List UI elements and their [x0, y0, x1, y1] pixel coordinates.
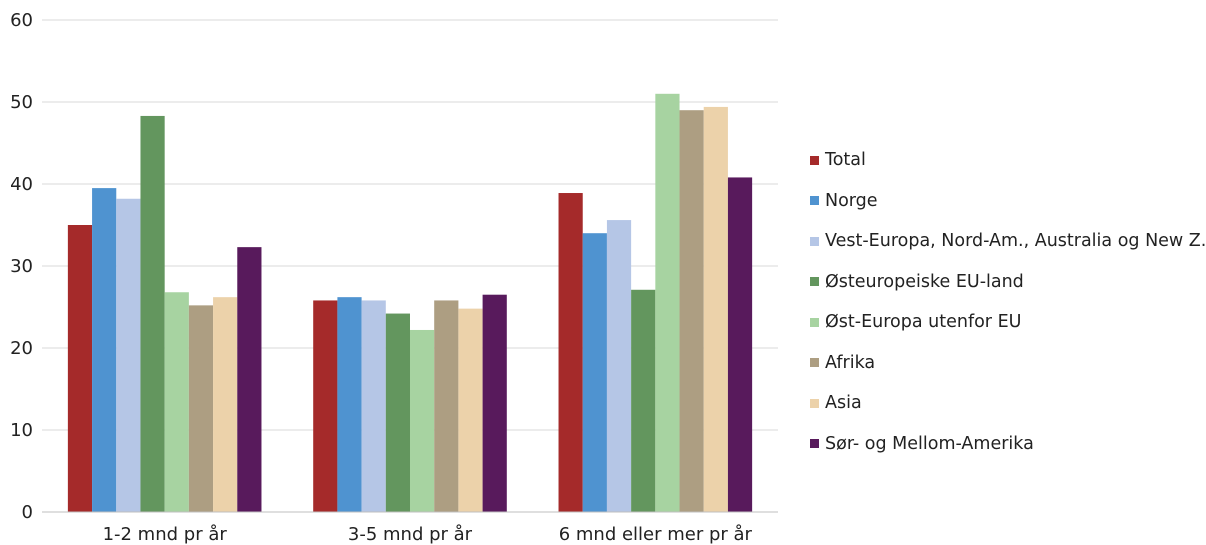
y-tick-label-20: 20 — [10, 338, 33, 359]
y-axis-tick-labels: 0 10 20 30 40 50 60 — [10, 10, 33, 523]
bar-6-1 — [188, 305, 214, 512]
y-tick-label-50: 50 — [10, 92, 33, 113]
legend-item-4: Østeuropeiske EU-land — [810, 262, 1206, 303]
bar-7-3 — [703, 106, 728, 513]
legend-item-3: Vest-Europa, Nord-Am., Australia og New … — [810, 221, 1206, 262]
legend-label-3: Vest-Europa, Nord-Am., Australia og New … — [825, 231, 1206, 252]
legend-item-1: Total — [810, 140, 1206, 181]
bar-5-1 — [164, 292, 189, 512]
y-tick-label-40: 40 — [10, 174, 33, 195]
legend-label-7: Asia — [825, 393, 862, 414]
y-tick-label-0: 0 — [22, 502, 33, 523]
bar-8-3 — [727, 177, 753, 512]
bar-8-1 — [237, 247, 262, 512]
bar-7-2 — [458, 308, 483, 512]
bar-3-2 — [361, 300, 386, 512]
legend-label-1: Total — [825, 150, 866, 171]
legend-swatch-8 — [810, 439, 819, 449]
bar-4-3 — [631, 289, 656, 512]
legend-label-4: Østeuropeiske EU-land — [825, 271, 1024, 292]
legend-item-5: Øst-Europa utenfor EU — [810, 302, 1206, 343]
legend-label-2: Norge — [825, 190, 878, 211]
legend-swatch-2 — [810, 196, 819, 206]
bar-2-3 — [582, 233, 607, 512]
legend-label-6: Afrika — [825, 352, 876, 373]
legend: Total Norge Vest-Europa, Nord-Am., Austral… — [810, 140, 1206, 464]
bar-6-3 — [679, 110, 704, 512]
legend-item-7: Asia — [810, 383, 1206, 424]
bar-3-1 — [116, 198, 141, 512]
bar-6-2 — [434, 300, 459, 512]
legend-label-8: Sør- og Mellom-Amerika — [825, 433, 1034, 454]
legend-item-8: Sør- og Mellom-Amerika — [810, 424, 1206, 465]
y-tick-label-60: 60 — [10, 10, 33, 31]
category-label-3: 6 mnd eller mer pr år — [559, 524, 753, 545]
bar-2-1 — [92, 188, 117, 512]
bar-4-2 — [385, 313, 410, 512]
legend-swatch-1 — [810, 155, 819, 165]
bar-7-1 — [213, 297, 238, 512]
category-label-1: 1-2 mnd pr år — [103, 524, 228, 545]
legend-swatch-3 — [810, 236, 819, 246]
bar-1-3 — [558, 193, 583, 512]
bar-8-2 — [482, 294, 507, 512]
legend-label-5: Øst-Europa utenfor EU — [825, 312, 1022, 333]
legend-swatch-6 — [810, 358, 819, 368]
category-label-2: 3-5 mnd pr år — [348, 524, 473, 545]
bar-5-2 — [410, 329, 435, 512]
bar-2-2 — [337, 297, 362, 512]
legend-item-6: Afrika — [810, 343, 1206, 384]
x-axis-category-labels: 1-2 mnd pr år 3-5 mnd pr år 6 mnd eller me… — [103, 524, 753, 545]
bar-1-1 — [67, 225, 93, 512]
legend-swatch-5 — [810, 317, 819, 327]
legend-swatch-4 — [810, 277, 819, 287]
bar-3-3 — [606, 220, 632, 512]
legend-item-2: Norge — [810, 181, 1206, 222]
bars — [67, 93, 753, 513]
bar-5-3 — [655, 93, 680, 513]
y-tick-label-10: 10 — [10, 420, 33, 441]
legend-swatch-7 — [810, 398, 819, 408]
bar-4-1 — [140, 115, 165, 512]
y-tick-label-30: 30 — [10, 256, 33, 277]
bar-1-2 — [313, 300, 338, 512]
